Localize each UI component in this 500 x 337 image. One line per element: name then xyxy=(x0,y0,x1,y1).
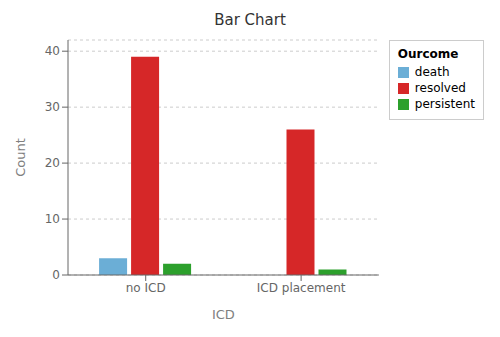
html-text:persistent: persistent xyxy=(414,97,475,111)
svg-text:0: 0 xyxy=(52,268,60,282)
html-text:Ourcome: Ourcome xyxy=(397,47,459,61)
svg-text:40: 40 xyxy=(45,44,60,58)
svg-text:20: 20 xyxy=(45,156,60,170)
svg-text:10: 10 xyxy=(45,212,60,226)
html-text:resolved: resolved xyxy=(414,81,466,95)
html-text:Bar Chart: Bar Chart xyxy=(214,11,286,29)
html-text:death: death xyxy=(414,65,450,79)
svg-text:30: 30 xyxy=(45,100,60,114)
svg-text:Count: Count xyxy=(13,138,28,177)
svg-text:no ICD: no ICD xyxy=(126,281,166,295)
svg-text:ICD: ICD xyxy=(212,307,235,322)
svg-text:ICD placement: ICD placement xyxy=(257,281,346,295)
